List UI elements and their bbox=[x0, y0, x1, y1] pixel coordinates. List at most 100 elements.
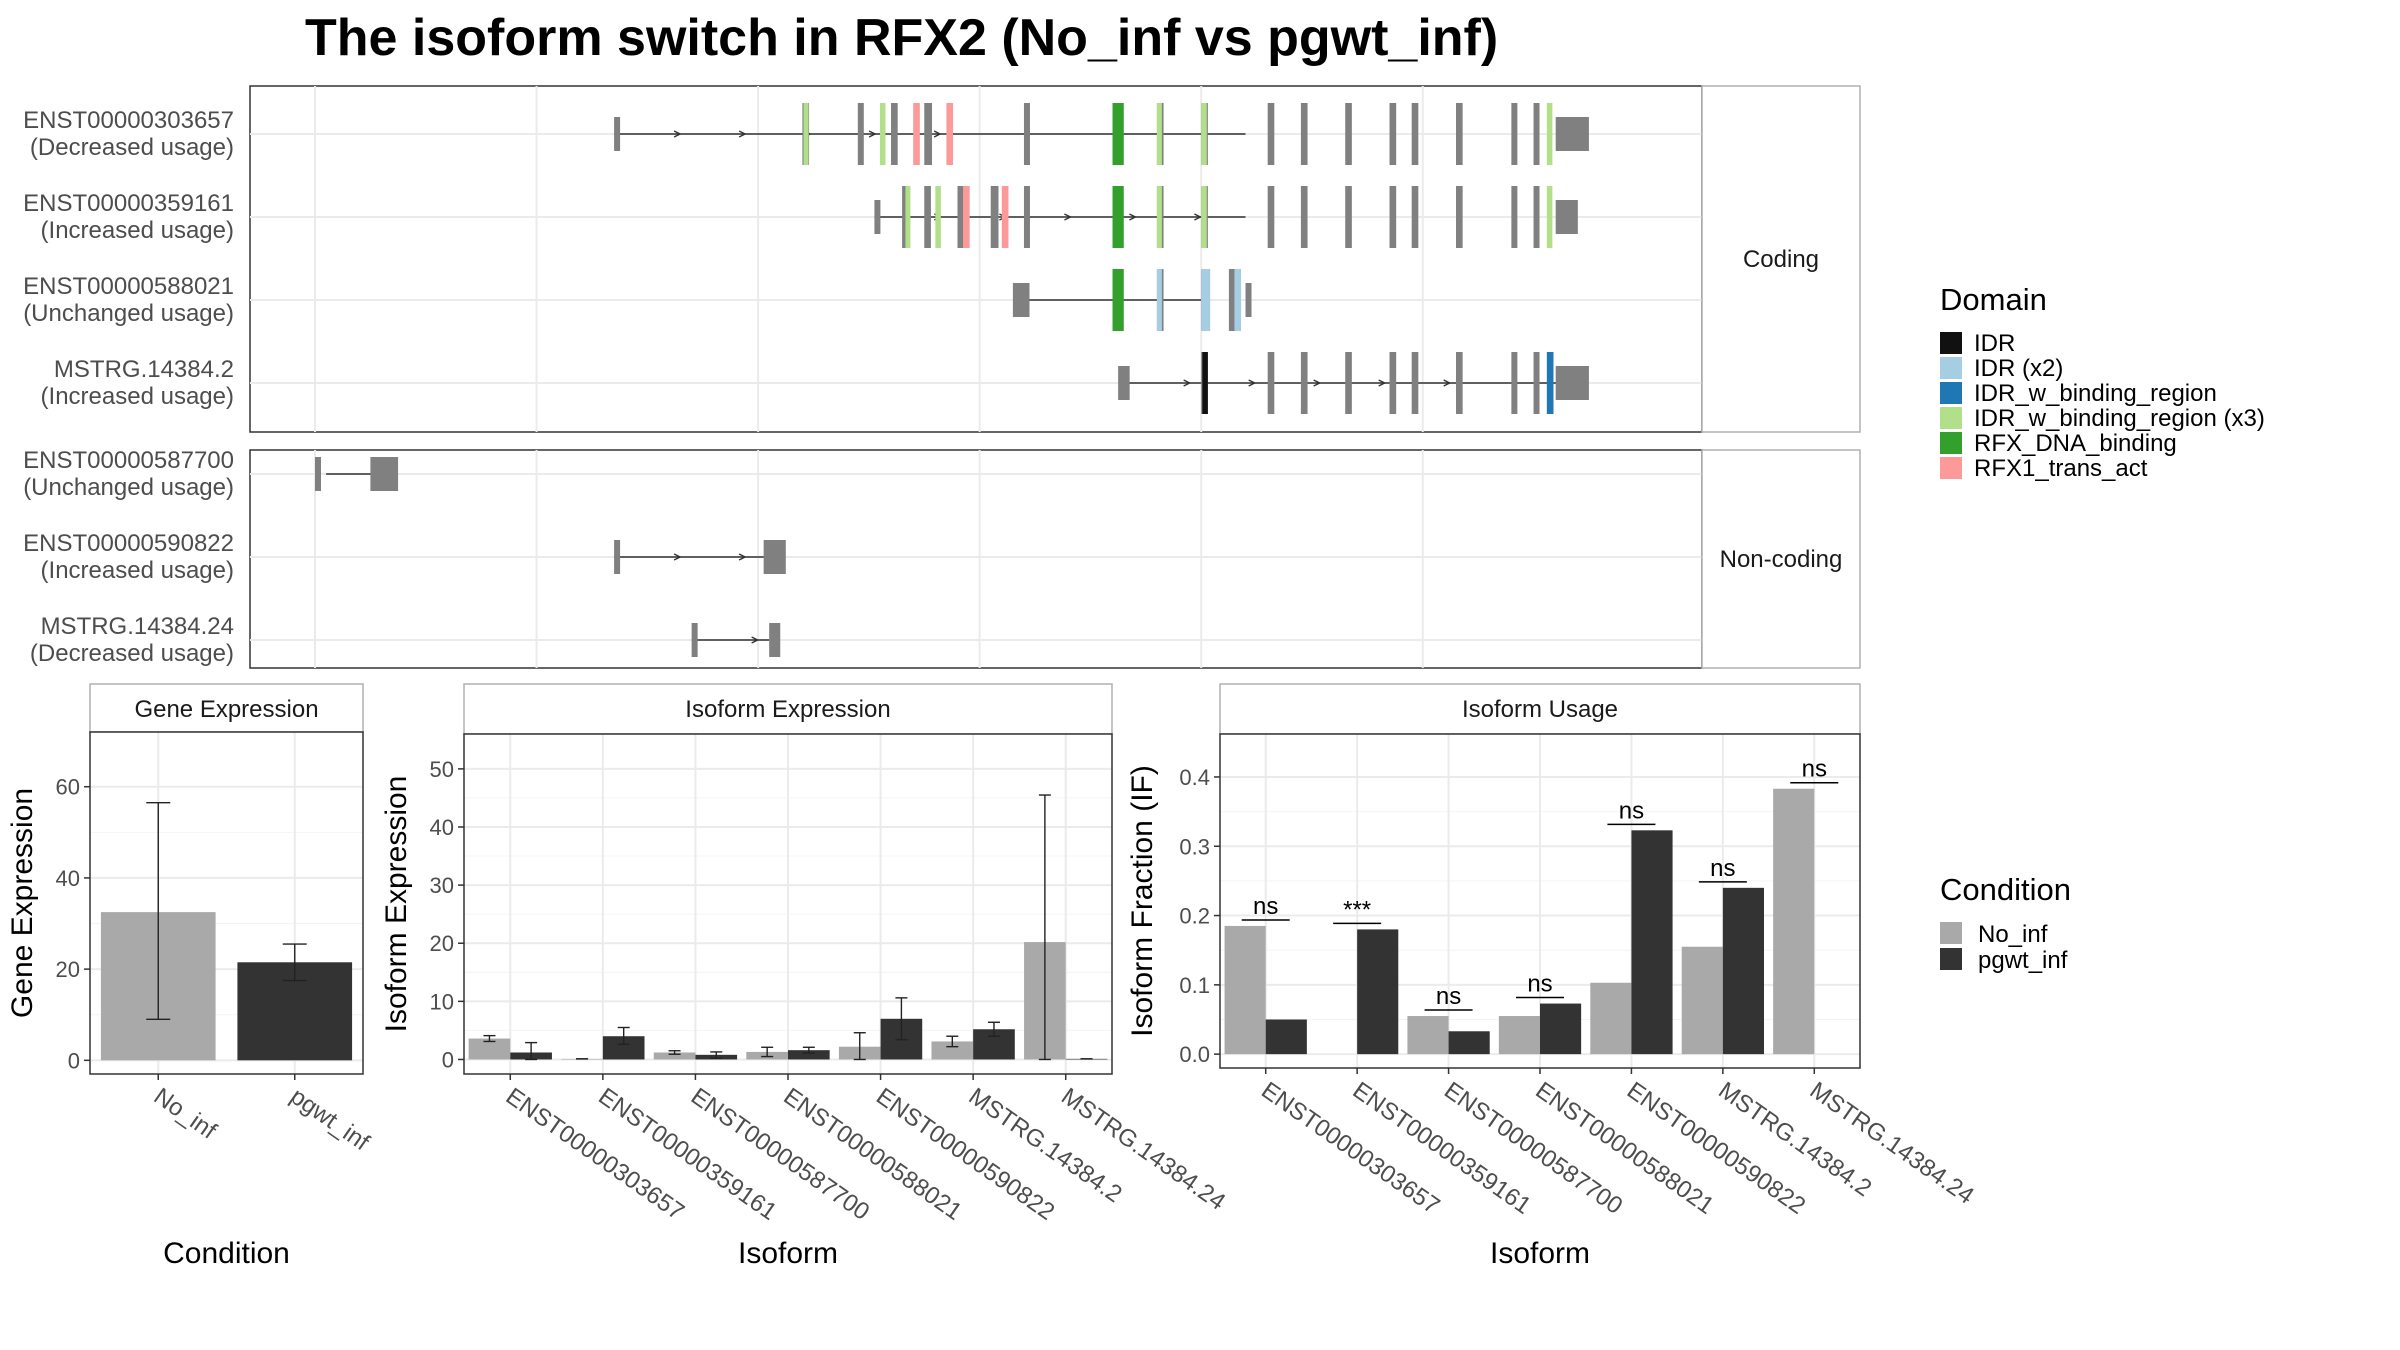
coding-exon bbox=[990, 186, 999, 248]
bar bbox=[1448, 1031, 1490, 1055]
gene-expression-chart: Gene Expression 0 20 40 60 No_inf pgwt_inf Cond… bbox=[6, 683, 374, 1270]
strand-arrow bbox=[1443, 379, 1452, 387]
strand-arrow bbox=[673, 130, 682, 138]
y-tick-label: 20 bbox=[56, 957, 80, 982]
bar bbox=[788, 1050, 830, 1060]
x-tick-label: MSTRG.14384.24 bbox=[1056, 1083, 1230, 1216]
transcript-name-label: ENST00000587700 bbox=[23, 447, 234, 474]
significance-label: ns bbox=[1527, 971, 1552, 998]
bar bbox=[931, 1041, 974, 1060]
transcript-name-label: ENST00000588021 bbox=[23, 273, 234, 300]
transcript-MSTRG.14384.2: MSTRG.14384.2(Increased usage) bbox=[41, 352, 1589, 414]
usage-label: (Decreased usage) bbox=[30, 134, 234, 161]
utr-exon bbox=[769, 623, 781, 657]
panel-title: Isoform Usage bbox=[1462, 696, 1618, 723]
coding-exon bbox=[614, 117, 621, 151]
coding-exon bbox=[1267, 352, 1275, 414]
bar bbox=[468, 1038, 511, 1060]
coding-exon bbox=[1345, 186, 1352, 248]
bar bbox=[1681, 946, 1723, 1055]
bar bbox=[1722, 887, 1764, 1055]
utr-exon bbox=[1123, 366, 1130, 400]
significance-label: ns bbox=[1619, 797, 1644, 824]
domain-rfx1-trans-act bbox=[963, 186, 970, 248]
strand-arrow bbox=[1313, 379, 1322, 387]
bar bbox=[1224, 925, 1266, 1055]
coding-exon bbox=[857, 103, 864, 165]
coding-exon bbox=[763, 540, 770, 574]
condition-legend-title: Condition bbox=[1940, 872, 2071, 907]
transcript-name-label: ENST00000303657 bbox=[23, 107, 234, 134]
y-tick-label: 0.0 bbox=[1179, 1042, 1210, 1067]
y-tick-label: 10 bbox=[430, 989, 454, 1014]
strand-arrow bbox=[1183, 379, 1192, 387]
domain-idr-w-binding-region bbox=[1546, 352, 1554, 414]
domain-rfx1-trans-act bbox=[1001, 186, 1009, 248]
x-tick-label: pgwt_inf bbox=[285, 1083, 374, 1157]
coding-exon bbox=[1300, 352, 1308, 414]
bar bbox=[1590, 982, 1632, 1055]
coding-exon bbox=[315, 457, 321, 491]
y-axis-title: Gene Expression bbox=[6, 788, 39, 1018]
domain-idr-w-binding-region-x3- bbox=[1201, 103, 1207, 165]
transcript-MSTRG.14384.24: MSTRG.14384.24(Decreased usage) bbox=[30, 613, 781, 667]
legend-label: RFX_DNA_binding bbox=[1974, 430, 2177, 457]
bar bbox=[1498, 1016, 1540, 1055]
legend-swatch bbox=[1940, 357, 1962, 379]
strand-arrow bbox=[751, 636, 760, 644]
y-tick-label: 50 bbox=[430, 757, 454, 782]
legend-label: RFX1_trans_act bbox=[1974, 455, 2148, 482]
legend-swatch bbox=[1940, 407, 1962, 429]
bar bbox=[1407, 1016, 1449, 1055]
coding-exon bbox=[1455, 352, 1463, 414]
usage-label: (Increased usage) bbox=[41, 557, 234, 584]
transcript-ENST00000590822: ENST00000590822(Increased usage) bbox=[23, 530, 786, 584]
strand-arrow bbox=[738, 553, 747, 561]
legend-label: IDR_w_binding_region (x3) bbox=[1974, 405, 2265, 432]
domain-rfx-dna-binding bbox=[1112, 186, 1124, 248]
domain-rfx-dna-binding bbox=[1112, 103, 1124, 165]
transcript-ENST00000303657: ENST00000303657(Decreased usage) bbox=[23, 103, 1589, 165]
significance-label: ns bbox=[1802, 756, 1827, 783]
bar bbox=[1773, 788, 1815, 1055]
usage-label: (Increased usage) bbox=[41, 217, 234, 244]
legend-swatch bbox=[1940, 922, 1962, 944]
domain-idr-w-binding-region-x3- bbox=[879, 103, 886, 165]
bar bbox=[1357, 929, 1399, 1055]
bar bbox=[1631, 830, 1673, 1055]
utr-exon bbox=[1245, 283, 1252, 317]
y-axis-title: Isoform Fraction (IF) bbox=[1126, 765, 1159, 1037]
coding-exon bbox=[1300, 103, 1308, 165]
significance-label: ns bbox=[1710, 855, 1735, 882]
coding-exon bbox=[1411, 186, 1419, 248]
coding-exon bbox=[614, 540, 621, 574]
transcript-ENST00000359161: ENST00000359161(Increased usage) bbox=[23, 186, 1578, 248]
utr-exon bbox=[1012, 283, 1030, 317]
usage-label: (Unchanged usage) bbox=[23, 300, 234, 327]
page-title: The isoform switch in RFX2 (No_inf vs pg… bbox=[305, 9, 1499, 67]
coding-exon bbox=[1023, 103, 1030, 165]
coding-exon bbox=[1389, 352, 1397, 414]
coding-exon bbox=[691, 623, 698, 657]
coding-exon bbox=[1511, 103, 1518, 165]
domain-idr-x2- bbox=[1156, 269, 1162, 331]
legend-swatch bbox=[1940, 332, 1962, 354]
facet-strip bbox=[463, 683, 1113, 735]
bar bbox=[1265, 1019, 1307, 1055]
y-tick-label: 0 bbox=[442, 1047, 454, 1072]
utr-exon bbox=[1555, 366, 1589, 400]
legend-swatch bbox=[1940, 457, 1962, 479]
coding-exon bbox=[1118, 366, 1125, 400]
legend-swatch bbox=[1940, 432, 1962, 454]
bar bbox=[602, 1036, 645, 1060]
coding-exon bbox=[1389, 103, 1397, 165]
isoform-usage-chart: Isoform Usage ns *** ns ns ns ns ns 0.0 0.1 0.2 0.3… bbox=[1126, 683, 1979, 1270]
y-tick-label: 0.1 bbox=[1179, 973, 1210, 998]
domain-legend-title: Domain bbox=[1940, 282, 2047, 317]
utr-exon bbox=[1555, 117, 1589, 151]
domain-idr-x2- bbox=[1201, 269, 1211, 331]
legend-swatch bbox=[1940, 382, 1962, 404]
coding-exon bbox=[1455, 186, 1463, 248]
y-tick-label: 0.4 bbox=[1179, 765, 1210, 790]
